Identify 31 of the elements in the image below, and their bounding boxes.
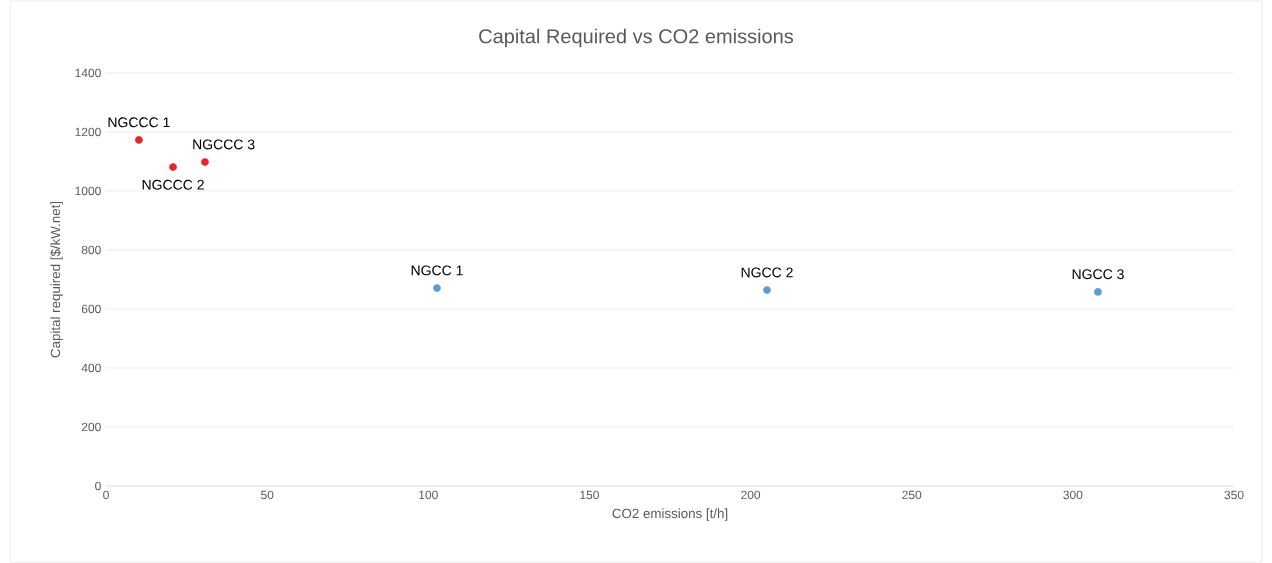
x-tick-label: 250 [902,490,922,500]
annotation: NGCCC 1 [108,117,170,128]
annotation: NGCCC 3 [193,139,255,150]
x-tick-label: 350 [1224,490,1244,500]
annotation: NGCCC 2 [142,179,204,190]
point [1094,288,1102,296]
y-tick-label: 200 [81,422,101,432]
y-tick-label: 1000 [75,186,101,196]
y-axis-title: Capital required [$/kW.net] [50,201,63,358]
y-tick-label: 800 [81,245,101,255]
annotation: NGCC 2 [741,267,793,278]
x-axis-title: CO2 emissions [t/h] [612,508,728,521]
annotation: NGCC 3 [1072,269,1124,280]
point [201,158,209,166]
point [433,284,441,292]
y-tick-label: 0 [95,481,101,491]
y-tick-label: 600 [81,304,101,314]
x-tick-label: 300 [1063,490,1083,500]
x-tick-label: 50 [260,490,274,500]
x-tick-label: 0 [103,490,109,500]
point [135,136,143,144]
y-tick-label: 400 [81,363,101,373]
y-tick-label: 1400 [75,68,101,78]
x-tick-label: 100 [419,490,438,500]
point [763,286,771,294]
point [169,163,177,171]
y-tick-label: 1200 [75,127,101,137]
x-tick-label: 150 [580,490,599,500]
annotation: NGCC 1 [411,265,463,276]
x-tick-label: 200 [741,490,761,500]
chart-title: Capital Required vs CO2 emissions [479,28,794,48]
